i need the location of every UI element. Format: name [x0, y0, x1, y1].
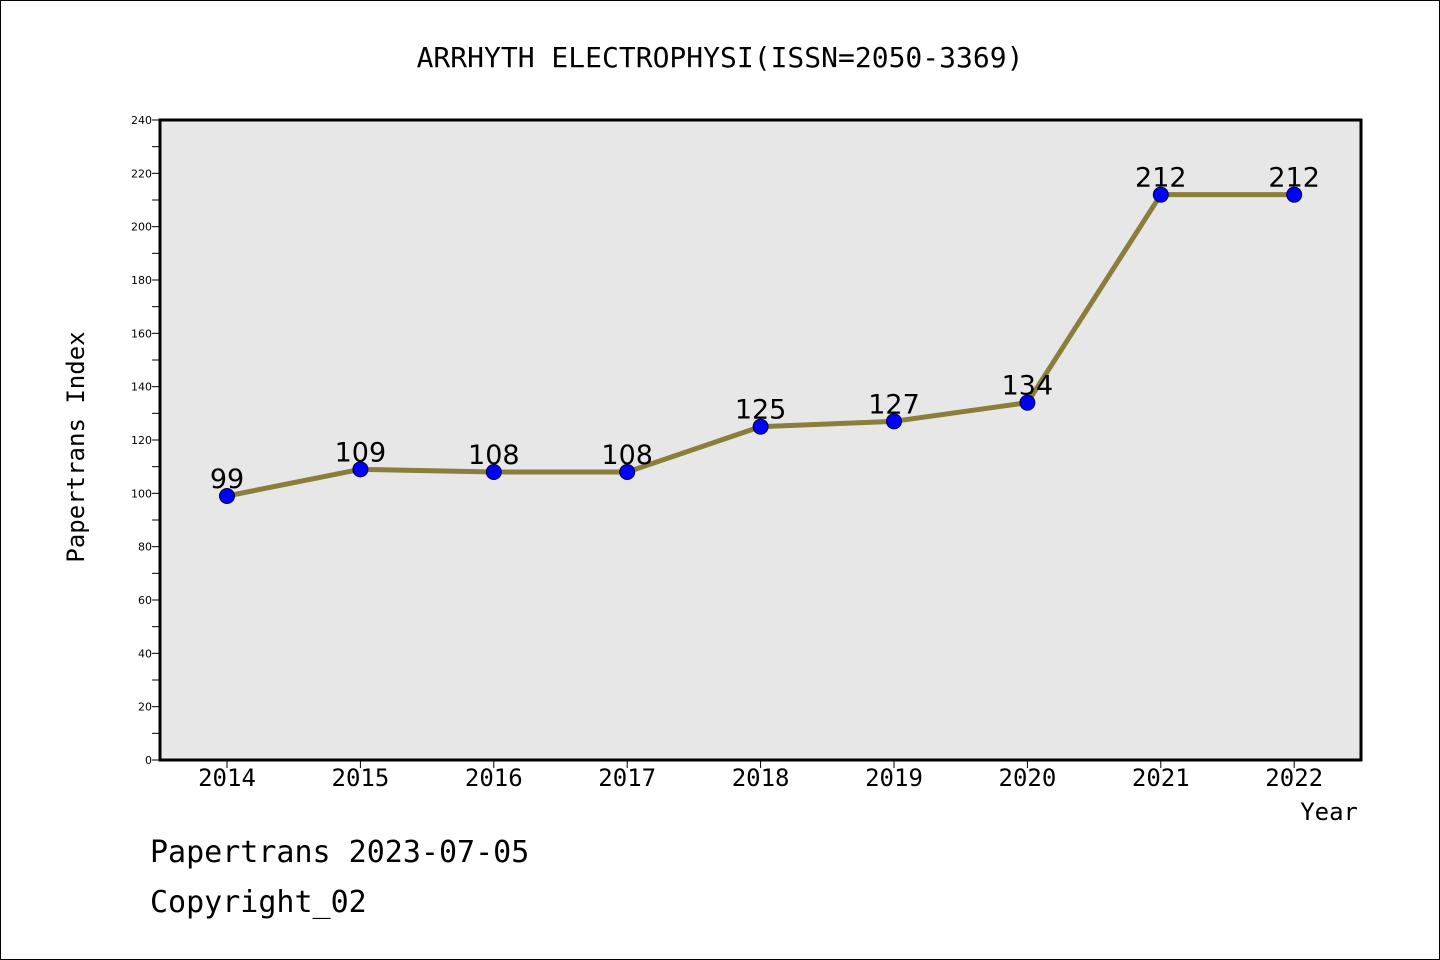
y-tick-label: 200 — [131, 221, 152, 234]
data-point — [752, 418, 769, 435]
y-tick-label: 220 — [131, 167, 152, 180]
x-tick-label: 2015 — [332, 764, 390, 792]
x-axis-label: Year — [1300, 798, 1358, 826]
plot-area — [160, 120, 1361, 760]
x-tick-label: 2020 — [999, 764, 1057, 792]
y-tick-label: 0 — [145, 754, 152, 767]
y-tick-label: 120 — [131, 434, 152, 447]
x-tick-label: 2019 — [865, 764, 923, 792]
x-tick-label: 2018 — [732, 764, 790, 792]
y-tick-label: 40 — [138, 647, 152, 660]
data-point — [886, 413, 902, 430]
plot-border — [158, 118, 1363, 762]
footer-copyright: Copyright_02 — [150, 885, 367, 920]
y-tick-label: 240 — [131, 114, 152, 127]
y-tick-label: 80 — [138, 541, 152, 554]
x-tick-label: 2021 — [1132, 764, 1190, 792]
chart-title: ARRHYTH ELECTROPHYSI(ISSN=2050-3369) — [417, 41, 1024, 74]
data-point — [619, 464, 636, 480]
data-point — [485, 464, 502, 480]
y-tick-label: 140 — [131, 381, 152, 394]
x-tick-label: 2017 — [598, 764, 656, 792]
data-point — [219, 488, 235, 504]
x-tick-label: 2016 — [465, 764, 523, 792]
y-tick-label: 180 — [131, 274, 152, 287]
y-tick-label: 60 — [138, 594, 152, 607]
data-point — [352, 461, 369, 478]
y-tick-label: 20 — [138, 701, 152, 714]
x-tick-label: 2014 — [198, 764, 256, 792]
x-axis: 2014 2015 2016 2017 2018 2019 2020 2021 2022 — [198, 760, 1323, 792]
x-tick-label: 2022 — [1265, 764, 1323, 792]
data-point — [1152, 186, 1169, 203]
y-axis: 0 20 40 60 80 100 120 140 160 180 200 220 240 — [131, 114, 160, 767]
footer-date: Papertrans 2023-07-05 — [150, 835, 530, 870]
y-axis-label: Papertrans Index — [62, 331, 90, 562]
y-tick-label: 100 — [131, 487, 152, 500]
data-point — [1286, 186, 1303, 203]
y-tick-label: 160 — [131, 327, 152, 340]
data-point — [1019, 394, 1036, 411]
